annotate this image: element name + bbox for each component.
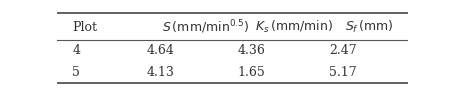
- Text: 2.47: 2.47: [329, 44, 357, 57]
- Text: $K_s\,$(mm/min): $K_s\,$(mm/min): [255, 19, 333, 35]
- Text: $S\,$(mm/min$^{0.5}$): $S\,$(mm/min$^{0.5}$): [162, 18, 249, 36]
- Text: 1.65: 1.65: [237, 66, 265, 79]
- Text: 4.64: 4.64: [146, 44, 174, 57]
- Text: 4.13: 4.13: [146, 66, 174, 79]
- Text: 4.36: 4.36: [237, 44, 265, 57]
- Text: 5: 5: [72, 66, 80, 79]
- Text: $S_f\,$(mm): $S_f\,$(mm): [344, 19, 393, 35]
- Text: 5.17: 5.17: [329, 66, 357, 79]
- Text: 4: 4: [72, 44, 81, 57]
- Text: Plot: Plot: [72, 21, 97, 34]
